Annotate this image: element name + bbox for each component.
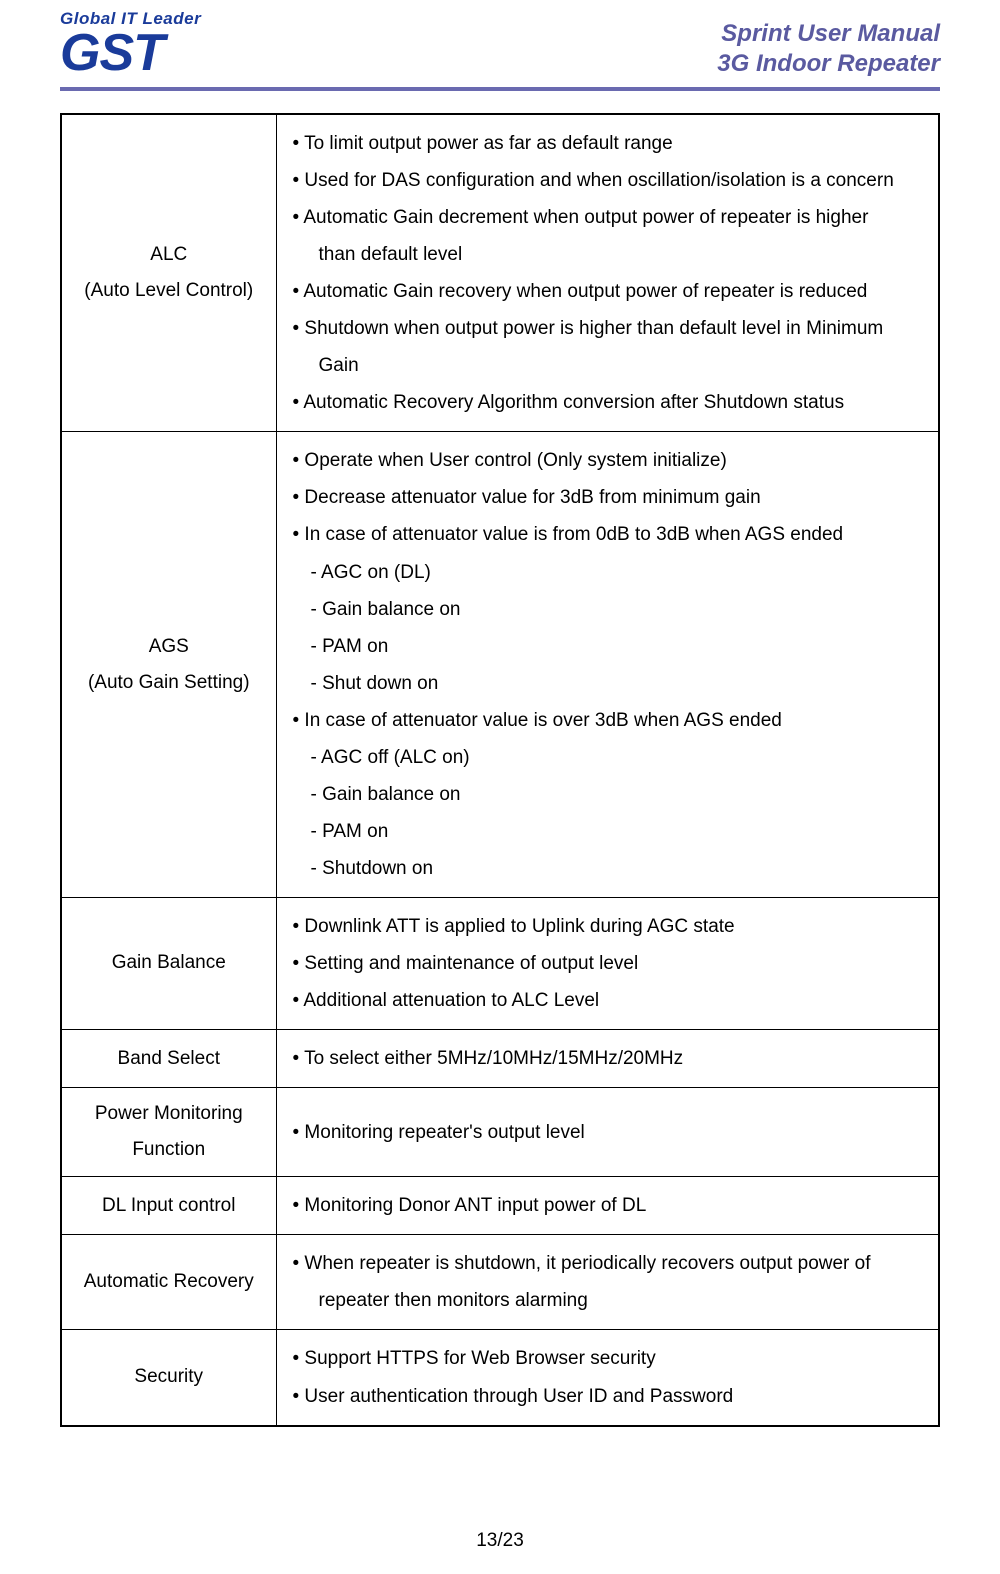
row-label-auto-recovery: Automatic Recovery (61, 1235, 276, 1330)
bullet-cont: Gain (293, 347, 925, 384)
sub-item: - AGC off (ALC on) (293, 739, 925, 776)
header-title: Sprint User Manual 3G Indoor Repeater (717, 19, 940, 79)
row-desc-ags: • Operate when User control (Only system… (276, 432, 939, 898)
row-desc-band-select: • To select either 5MHz/10MHz/15MHz/20MH… (276, 1030, 939, 1088)
table-row: Security • Support HTTPS for Web Browser… (61, 1330, 939, 1426)
bullet-cont: repeater then monitors alarming (293, 1282, 925, 1319)
bullet-text: • User authentication through User ID an… (293, 1378, 925, 1415)
row-desc-power-monitoring: • Monitoring repeater's output level (276, 1088, 939, 1177)
sub-item: - PAM on (293, 628, 925, 665)
bullet-text: • In case of attenuator value is from 0d… (293, 516, 925, 553)
bullet-cont: than default level (293, 236, 925, 273)
page-header: Global IT Leader GST Sprint User Manual … (60, 10, 940, 85)
row-label-security: Security (61, 1330, 276, 1426)
row-label-ags: AGS (Auto Gain Setting) (61, 432, 276, 898)
sub-item: - Gain balance on (293, 776, 925, 813)
row-label-band-select: Band Select (61, 1030, 276, 1088)
row-desc-dl-input: • Monitoring Donor ANT input power of DL (276, 1177, 939, 1235)
row-label-power-monitoring: Power Monitoring Function (61, 1088, 276, 1177)
row-label-dl-input: DL Input control (61, 1177, 276, 1235)
bullet-text: • Monitoring repeater's output level (293, 1114, 925, 1151)
table-row: Power Monitoring Function • Monitoring r… (61, 1088, 939, 1177)
bullet-text: • Downlink ATT is applied to Uplink duri… (293, 908, 925, 945)
row-label-gain-balance: Gain Balance (61, 897, 276, 1029)
page-container: Global IT Leader GST Sprint User Manual … (0, 0, 1000, 1574)
table-row: Gain Balance • Downlink ATT is applied t… (61, 897, 939, 1029)
content-area: ALC (Auto Level Control) • To limit outp… (60, 113, 940, 1427)
sub-item: - Gain balance on (293, 591, 925, 628)
table-row: AGS (Auto Gain Setting) • Operate when U… (61, 432, 939, 898)
feature-table: ALC (Auto Level Control) • To limit outp… (60, 113, 940, 1427)
label-text: ALC (150, 244, 187, 265)
bullet-text: • To select either 5MHz/10MHz/15MHz/20MH… (293, 1040, 925, 1077)
row-desc-security: • Support HTTPS for Web Browser security… (276, 1330, 939, 1426)
bullet-text: • Decrease attenuator value for 3dB from… (293, 479, 925, 516)
logo-text: GST (60, 27, 201, 79)
bullet-text: • Shutdown when output power is higher t… (293, 310, 925, 347)
bullet-text: • Used for DAS configuration and when os… (293, 162, 925, 199)
bullet-text: • When repeater is shutdown, it periodic… (293, 1245, 925, 1282)
page-footer: 13/23 (0, 1530, 1000, 1552)
label-text: AGS (149, 636, 189, 657)
bullet-text: • Automatic Recovery Algorithm conversio… (293, 384, 925, 421)
header-title-line-2: 3G Indoor Repeater (717, 49, 940, 79)
label-text: Function (132, 1139, 205, 1160)
row-desc-alc: • To limit output power as far as defaul… (276, 114, 939, 432)
bullet-text: • In case of attenuator value is over 3d… (293, 702, 925, 739)
sub-item: - Shut down on (293, 665, 925, 702)
header-title-line-1: Sprint User Manual (717, 19, 940, 49)
row-label-alc: ALC (Auto Level Control) (61, 114, 276, 432)
table-row: Band Select • To select either 5MHz/10MH… (61, 1030, 939, 1088)
header-rule (60, 87, 940, 91)
bullet-text: • Monitoring Donor ANT input power of DL (293, 1187, 925, 1224)
table-row: DL Input control • Monitoring Donor ANT … (61, 1177, 939, 1235)
sub-item: - AGC on (DL) (293, 554, 925, 591)
logo-block: Global IT Leader GST (60, 10, 201, 79)
label-text: (Auto Level Control) (84, 280, 253, 301)
table-row: Automatic Recovery • When repeater is sh… (61, 1235, 939, 1330)
sub-item: - Shutdown on (293, 850, 925, 887)
label-text: Power Monitoring (95, 1103, 243, 1124)
row-desc-auto-recovery: • When repeater is shutdown, it periodic… (276, 1235, 939, 1330)
bullet-text: • Setting and maintenance of output leve… (293, 945, 925, 982)
label-text: (Auto Gain Setting) (88, 672, 250, 693)
table-row: ALC (Auto Level Control) • To limit outp… (61, 114, 939, 432)
bullet-text: • Support HTTPS for Web Browser security (293, 1340, 925, 1377)
bullet-text: • To limit output power as far as defaul… (293, 125, 925, 162)
bullet-text: • Automatic Gain recovery when output po… (293, 273, 925, 310)
bullet-text: • Operate when User control (Only system… (293, 442, 925, 479)
sub-item: - PAM on (293, 813, 925, 850)
bullet-text: • Automatic Gain decrement when output p… (293, 199, 925, 236)
bullet-text: • Additional attenuation to ALC Level (293, 982, 925, 1019)
row-desc-gain-balance: • Downlink ATT is applied to Uplink duri… (276, 897, 939, 1029)
